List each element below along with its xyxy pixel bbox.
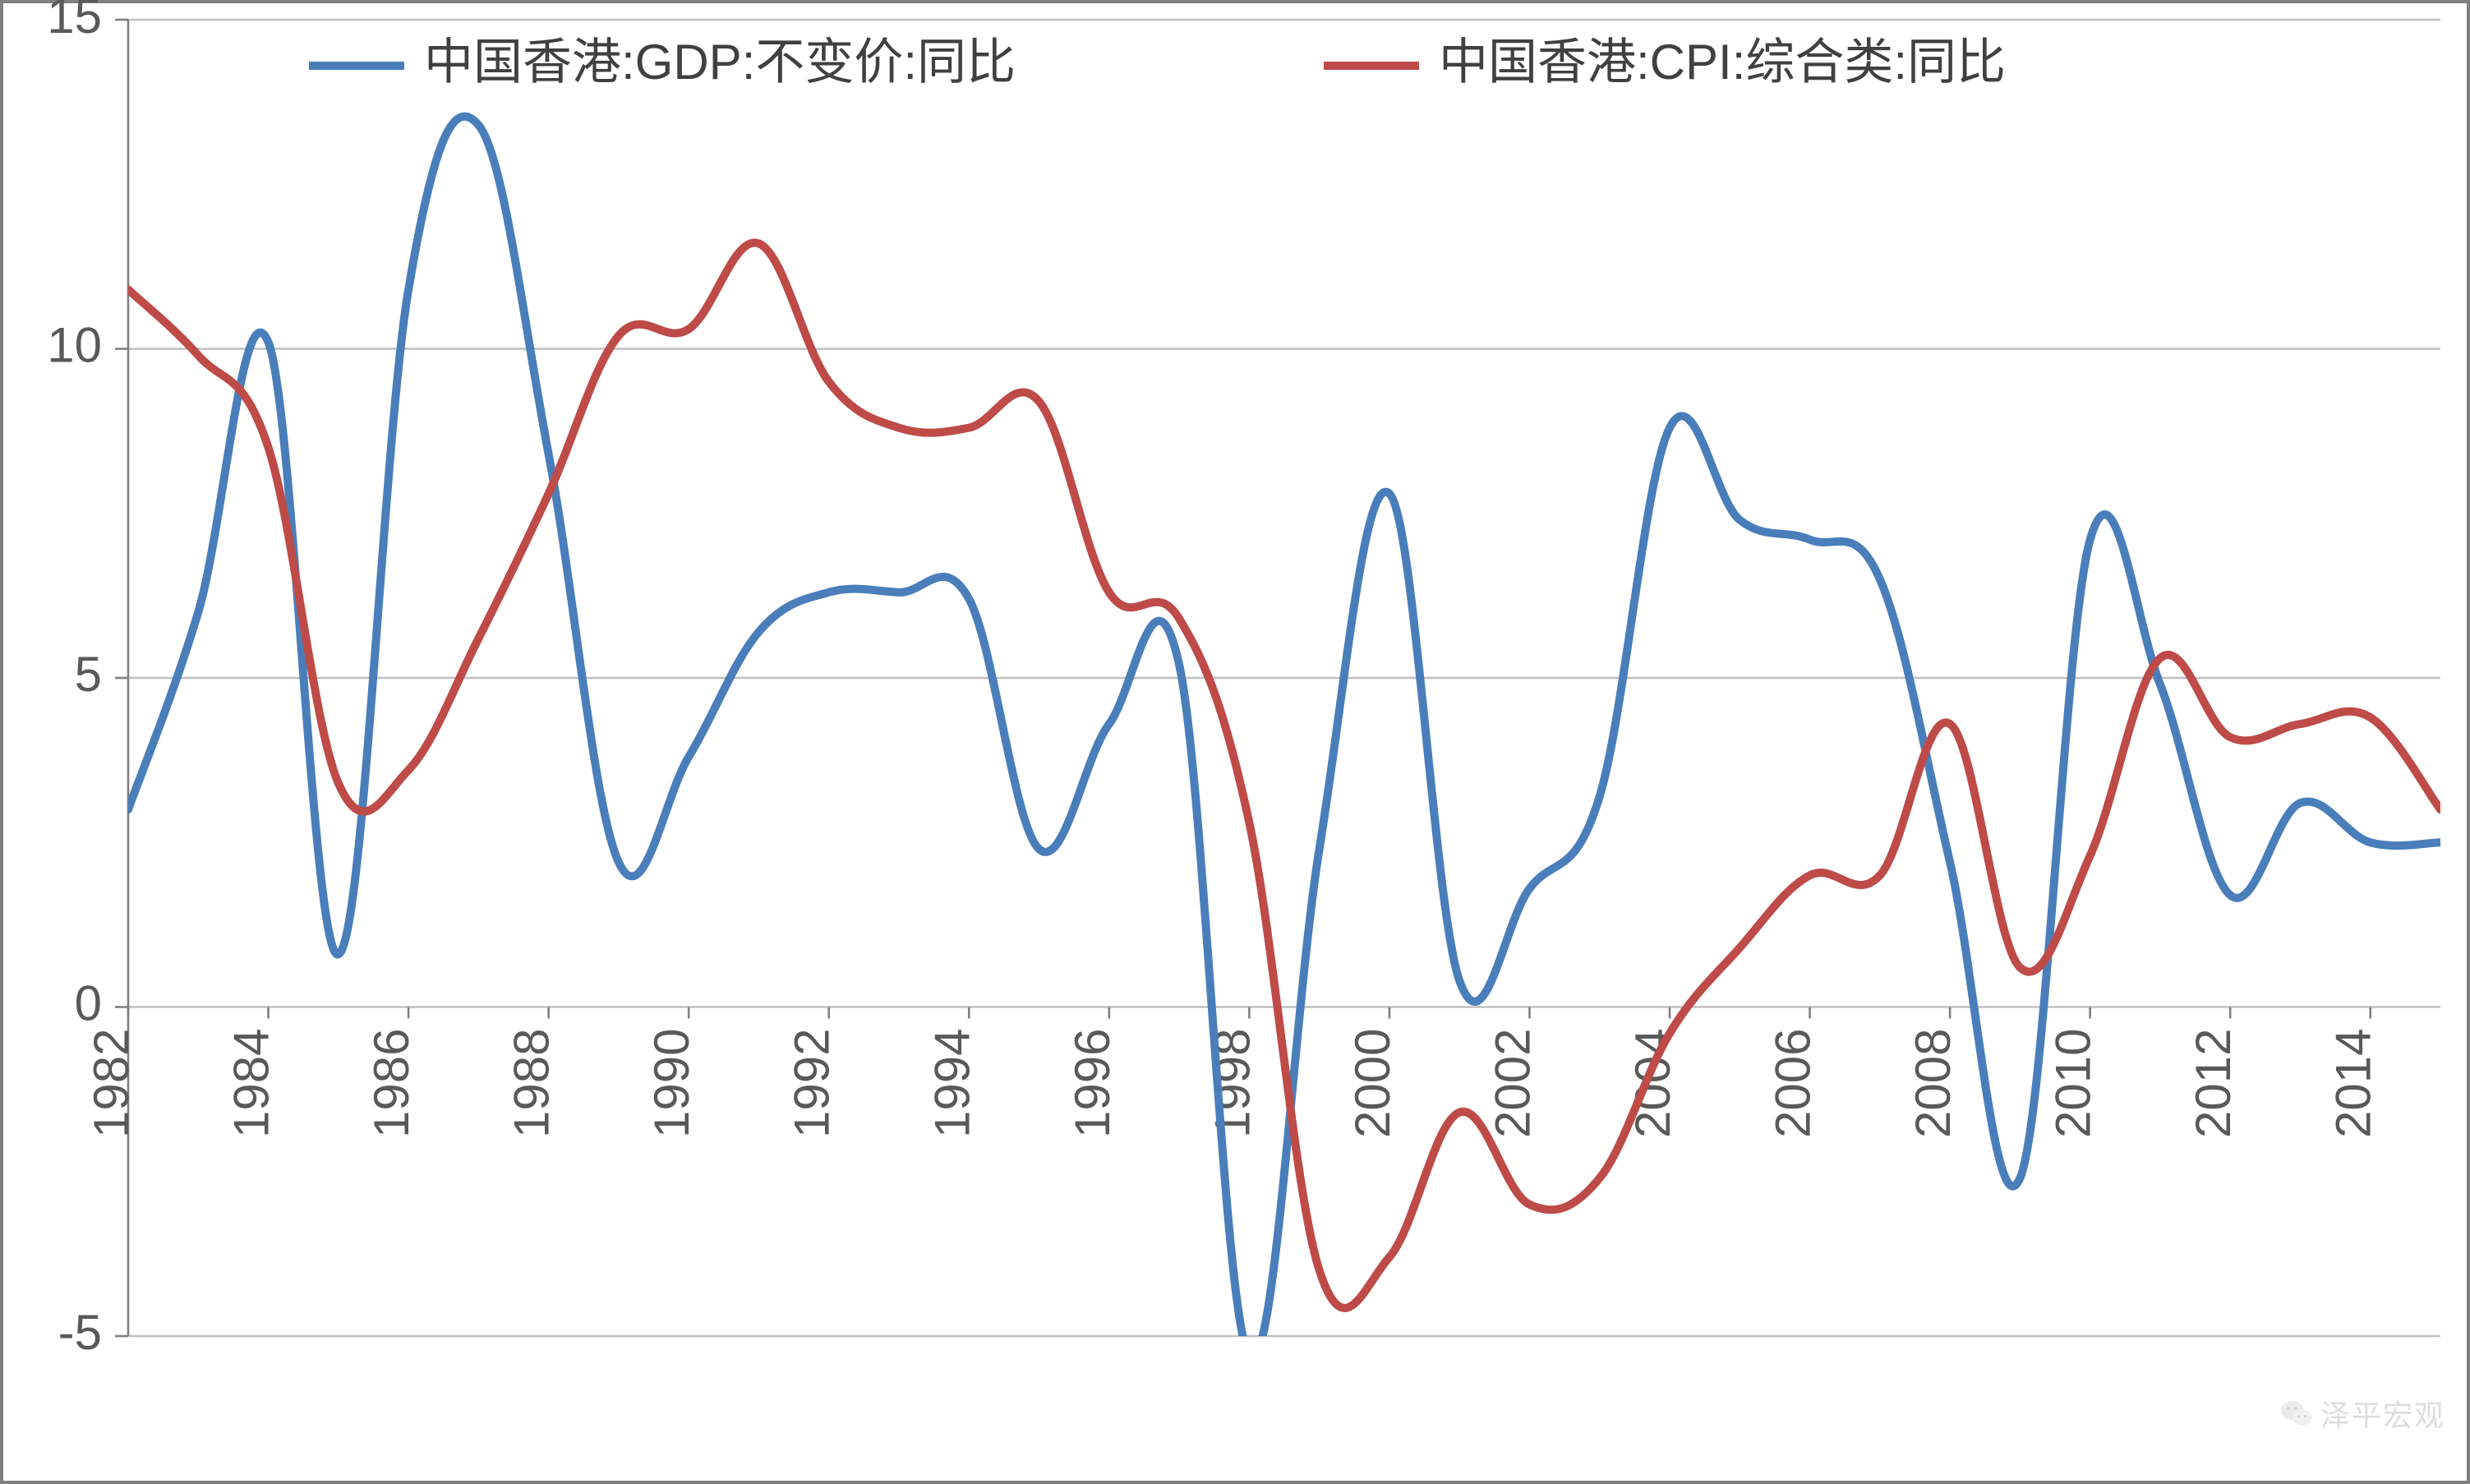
y-tick-label: 10 [47, 317, 102, 372]
x-tick-label: 2008 [1905, 1029, 1961, 1138]
x-tick-label: 2006 [1766, 1029, 1821, 1138]
x-tick-label: 1984 [224, 1029, 279, 1138]
watermark: 泽平宏观 [2279, 1392, 2445, 1435]
x-tick-label: 2000 [1345, 1029, 1400, 1138]
y-tick-label: 0 [75, 975, 102, 1030]
watermark-text: 泽平宏观 [2320, 1392, 2445, 1435]
y-tick-label: 5 [75, 647, 102, 702]
line-chart: -5 0 5 10 15 1982 1984 1986 1988 1990 1992 1994 1996… [0, 0, 2470, 1484]
legend-label-1: 中国香港:CPI:综合类:同比 [1439, 35, 2006, 90]
x-tick-label: 1992 [785, 1029, 840, 1138]
chart-container: -5 0 5 10 15 1982 1984 1986 1988 1990 1992 1994 1996… [0, 0, 2470, 1484]
x-tick-label: 2014 [2326, 1029, 2381, 1138]
wechat-icon [2279, 1396, 2314, 1431]
x-tick-label: 1996 [1065, 1029, 1120, 1138]
y-tick-label: -5 [58, 1305, 102, 1360]
x-tick-label: 1994 [924, 1029, 979, 1138]
y-tick-label: 15 [47, 0, 102, 44]
legend-label-0: 中国香港:GDP:不变价:同比 [424, 35, 1016, 90]
x-tick-label: 2002 [1485, 1029, 1540, 1138]
x-tick-label: 1982 [84, 1029, 139, 1138]
x-tick-label: 1988 [505, 1029, 560, 1138]
x-tick-label: 1990 [644, 1029, 699, 1138]
x-tick-label: 2012 [2186, 1029, 2241, 1138]
x-tick-label: 2010 [2046, 1029, 2101, 1138]
x-tick-label: 1986 [364, 1029, 419, 1138]
